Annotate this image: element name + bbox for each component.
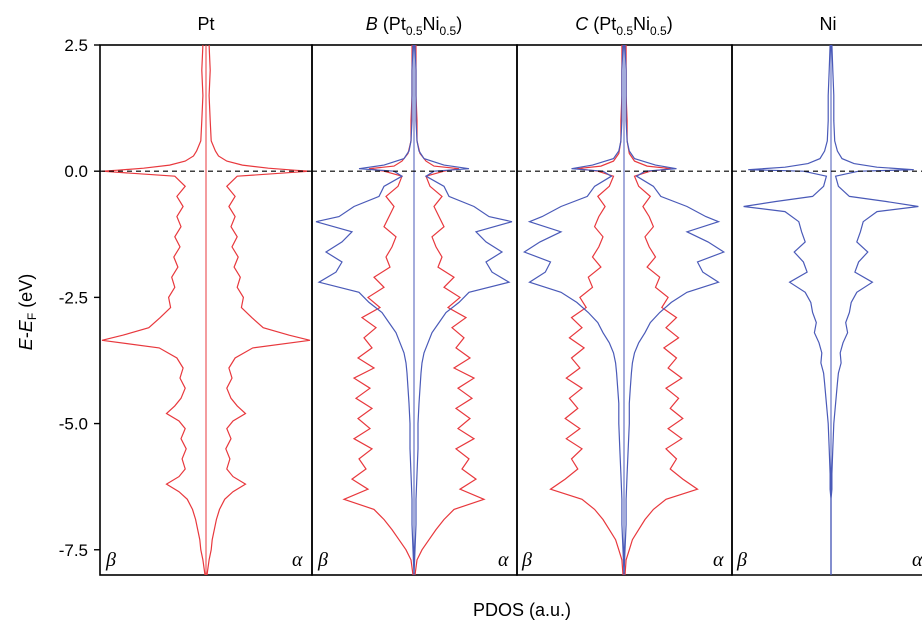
pdos-alpha-pt-line: [206, 45, 311, 575]
y-tick-label: 0.0: [64, 162, 88, 181]
pdos-alpha-ni-line: [623, 45, 726, 575]
pdos-beta-ni-line: [315, 45, 415, 575]
panel-curves-1: [315, 45, 513, 575]
spin-label-alpha-pt: α: [292, 549, 303, 571]
spin-label-alpha-c: α: [713, 549, 724, 571]
panel-title-ni: Ni: [820, 14, 837, 34]
pdos-beta-ni-line: [522, 45, 625, 575]
y-tick-label: 2.5: [64, 36, 88, 55]
pdos-alpha-pt-line: [624, 45, 699, 575]
panel-curves-0: [101, 45, 311, 575]
y-tick-label: -2.5: [59, 288, 88, 307]
pdos-alpha-ni-line: [413, 45, 513, 575]
x-axis-label: PDOS (a.u.): [473, 600, 571, 620]
pdos-curves: [101, 45, 919, 575]
panel-curves-3: [743, 45, 919, 575]
y-tick-label: -7.5: [59, 541, 88, 560]
panel-title-pt: Pt: [197, 14, 214, 34]
pdos-beta-ni-line: [743, 45, 832, 575]
panel-curves-2: [522, 45, 726, 575]
panel-title-b: B (Pt0.5Ni0.5): [366, 14, 462, 38]
spin-label-alpha-ni: α: [912, 549, 922, 571]
panel-frame-ni: [731, 44, 922, 576]
y-axis-label: E-EF (eV): [16, 274, 39, 350]
spin-label-beta-ni: β: [736, 549, 747, 571]
pdos-beta-pt-line: [101, 45, 206, 575]
y-tick-label: -5.0: [59, 415, 88, 434]
pdos-beta-pt-line: [549, 45, 624, 575]
spin-label-beta-b: β: [317, 549, 328, 571]
spin-label-beta-pt: β: [105, 549, 116, 571]
panel-frames: [99, 44, 922, 576]
pdos-alpha-ni-line: [830, 45, 919, 575]
spin-labels: β α β α β α β α: [105, 549, 922, 571]
spin-label-alpha-b: α: [498, 549, 509, 571]
spin-label-beta-c: β: [521, 549, 532, 571]
y-axis: 2.5 0.0 -2.5 -5.0 -7.5: [59, 36, 100, 560]
panel-title-c: C (Pt0.5Ni0.5): [575, 14, 672, 38]
